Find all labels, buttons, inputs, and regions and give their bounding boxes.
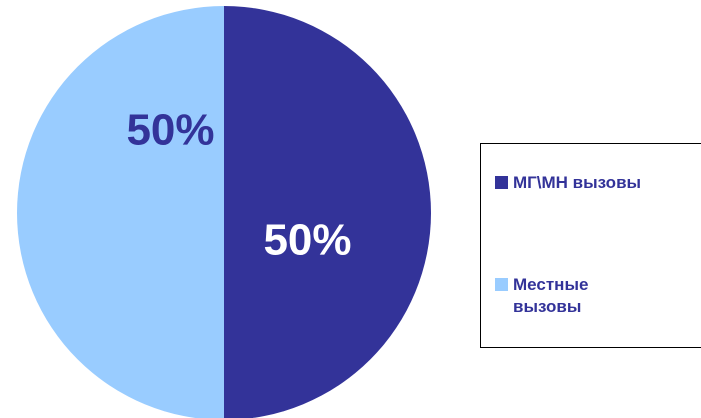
pie-data-label-1: 50%	[126, 106, 214, 155]
legend: МГ\МН вызовы Местные вызовы	[480, 143, 701, 348]
pie-data-label-0: 50%	[263, 216, 351, 265]
pie-slice-1	[17, 6, 224, 418]
legend-label-local: Местные вызовы	[513, 275, 589, 316]
legend-label-long-distance: МГ\МН вызовы	[513, 173, 642, 192]
legend-swatch-local	[495, 278, 508, 291]
legend-item-local: Местные вызовы	[495, 274, 625, 318]
legend-item-long-distance: МГ\МН вызовы	[495, 172, 641, 194]
legend-swatch-long-distance	[495, 176, 508, 189]
pie-slices	[17, 6, 431, 418]
pie-slice-0	[224, 6, 431, 418]
pie-data-labels: 50% 50%	[126, 106, 351, 265]
